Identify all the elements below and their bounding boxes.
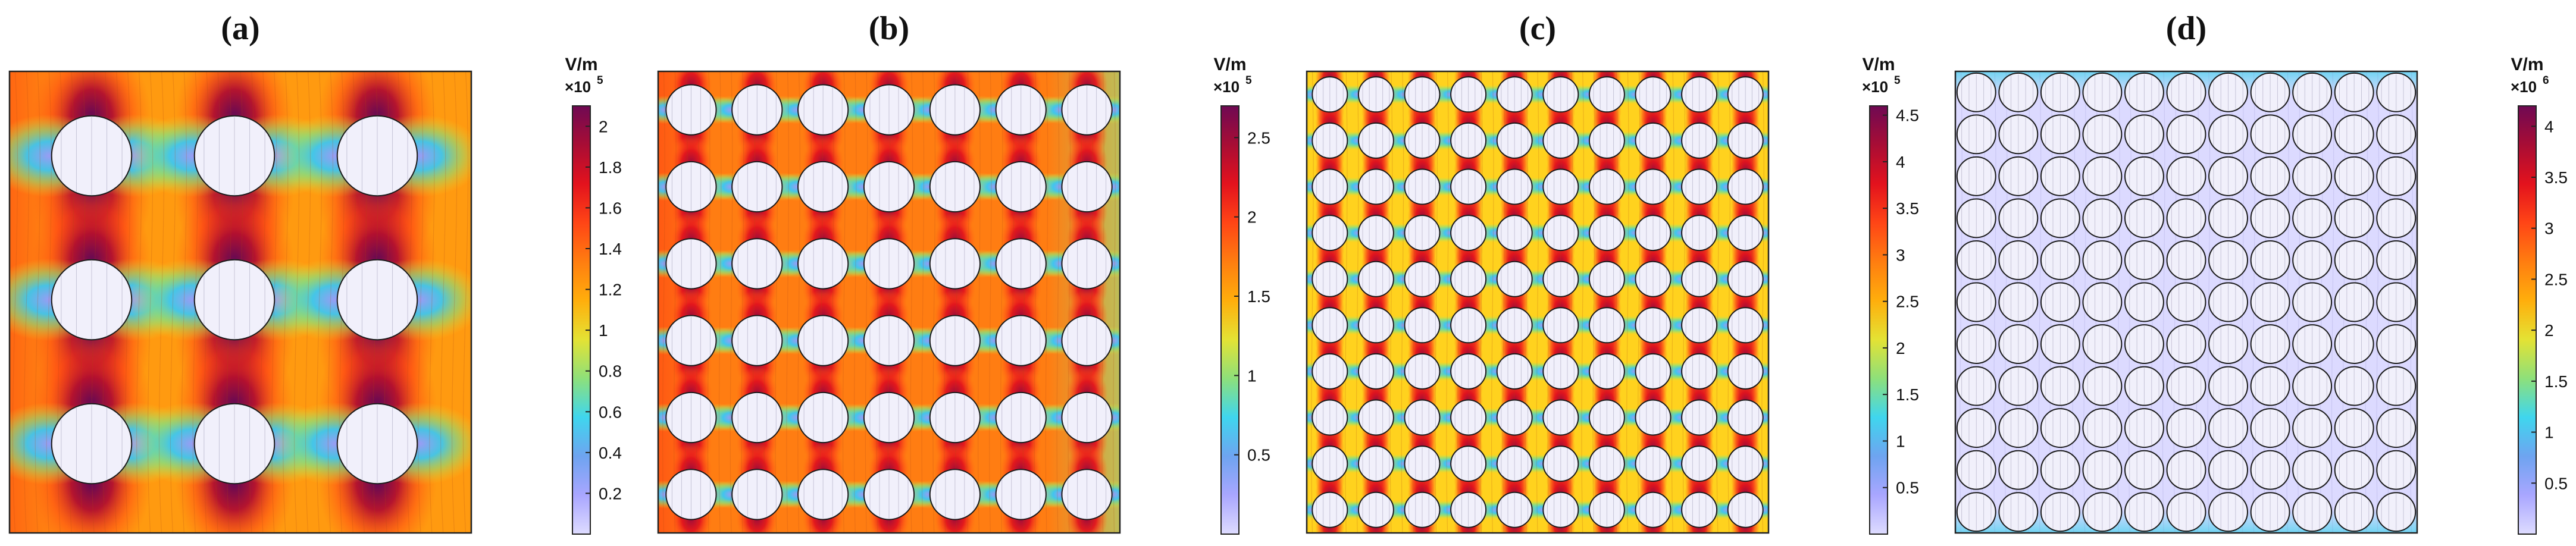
- colorbar-scale: [572, 105, 591, 535]
- colorbar: V/m ×10 5 0.2 0.4 0.6 0.8 1 1.2 1.4 1.6 1.8 2: [565, 55, 622, 535]
- colorbar-tick-label: 3.5: [1896, 199, 1919, 218]
- colorbar-multiplier: ×10: [1213, 78, 1240, 96]
- field-plot: [10, 71, 471, 533]
- colorbar-tick-label: 4: [1896, 153, 1905, 171]
- colorbar: V/m ×10 5 0.5 1 1.5 2 2.5 3 3.5 4 4.5: [1862, 55, 1919, 535]
- colorbar-tick-label: 0.8: [599, 362, 622, 381]
- colorbar-scale: [2518, 105, 2537, 535]
- panel-a: (a) V/m ×10 5 0.2 0.4 0.6 0.8 1 1.2 1.4 1.6 1.8 2: [8, 10, 622, 535]
- colorbar-tick-label: 2: [1247, 208, 1257, 227]
- plot-frame: [1306, 70, 1770, 534]
- colorbar-tick-label: 1.5: [2544, 372, 2568, 391]
- colorbar-tick-label: 1: [599, 321, 608, 340]
- colorbar-tick-label: 3.5: [2544, 168, 2568, 187]
- field-plot: [1955, 71, 2417, 533]
- colorbar-tick-label: 0.6: [599, 403, 622, 421]
- colorbar-unit: V/m: [1862, 55, 1895, 74]
- field-plot: [658, 71, 1120, 533]
- colorbar-tick-label: 1.2: [599, 281, 622, 299]
- colorbar-tick-label: 2.5: [1896, 293, 1919, 311]
- colorbar-scale: [1220, 105, 1240, 535]
- colorbar-tick-label: 2: [2544, 321, 2554, 340]
- colorbar-tick-label: 3: [2544, 219, 2554, 238]
- panel-b: (b) V/m ×10 5 0.5 1 1.5 2 2.5: [657, 10, 1270, 535]
- plot-frame: [657, 70, 1121, 534]
- colorbar-tick-label: 0.5: [1896, 479, 1919, 497]
- colorbar-tick-label: 0.5: [2544, 474, 2568, 492]
- colorbar-tick-label: 2.5: [1247, 128, 1270, 147]
- colorbar-tick-label: 4: [2544, 117, 2554, 136]
- colorbar-unit: V/m: [2511, 55, 2543, 74]
- plot-frame: [8, 70, 472, 534]
- colorbar-multiplier: ×10: [1862, 78, 1888, 96]
- colorbar-tick-label: 1.4: [599, 240, 622, 258]
- panel-label: (a): [221, 10, 259, 47]
- colorbar-tick-label: 0.5: [1247, 446, 1270, 465]
- colorbar-tick-label: 1.5: [1896, 385, 1919, 404]
- colorbar-tick-label: 1.6: [599, 199, 622, 217]
- colorbar-multiplier: ×10: [2511, 78, 2537, 96]
- colorbar-tick-label: 1.5: [1247, 287, 1270, 306]
- colorbar-tick-label: 2: [1896, 339, 1905, 357]
- colorbar-exponent: 5: [1245, 74, 1252, 87]
- colorbar-multiplier: ×10: [565, 78, 591, 96]
- panel-label: (d): [2166, 10, 2206, 47]
- panel-c: (c) V/m ×10 5 0.5 1 1.5 2 2.5 3 3.5 4 4.5: [1306, 10, 1919, 535]
- plot-frame: [1954, 70, 2418, 534]
- panel-label: (b): [869, 10, 909, 47]
- colorbar-tick-label: 3: [1896, 246, 1905, 264]
- colorbar: V/m ×10 6 0.5 1 1.5 2 2.5 3 3.5 4: [2511, 55, 2568, 535]
- colorbar-tick-label: 0.2: [599, 484, 622, 503]
- colorbar-unit: V/m: [565, 55, 597, 74]
- colorbar-scale: [1869, 105, 1888, 535]
- colorbar-tick-label: 1: [1247, 366, 1257, 385]
- field-plot: [1307, 71, 1769, 533]
- colorbar-tick-label: 1.8: [599, 158, 622, 177]
- colorbar-exponent: 5: [1894, 74, 1901, 87]
- colorbar-unit: V/m: [1213, 55, 1246, 74]
- colorbar-tick-label: 4.5: [1896, 106, 1919, 125]
- panel-label: (c): [1519, 10, 1556, 47]
- colorbar-tick-label: 2.5: [2544, 270, 2568, 288]
- panel-d: (d) V/m ×10 6 0.5 1 1.5 2 2.5 3 3.5 4: [1954, 10, 2568, 535]
- streamlines: [662, 71, 1116, 533]
- colorbar-tick-label: 1: [2544, 423, 2554, 442]
- colorbar: V/m ×10 5 0.5 1 1.5 2 2.5: [1213, 55, 1270, 535]
- colorbar-tick-label: 2: [599, 117, 608, 136]
- colorbar-exponent: 6: [2543, 74, 2549, 87]
- colorbar-tick-label: 0.4: [599, 444, 622, 462]
- colorbar-exponent: 5: [597, 74, 603, 87]
- colorbar-tick-label: 1: [1896, 432, 1905, 450]
